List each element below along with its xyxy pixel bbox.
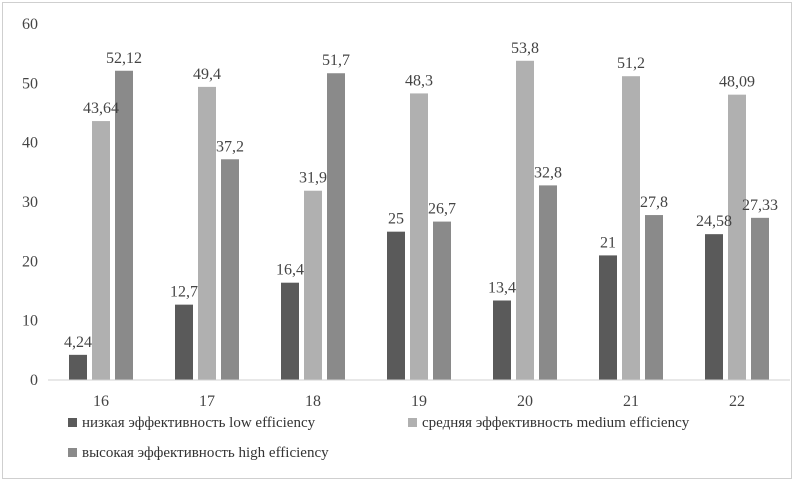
y-axis-ticks: 0 10 20 30 40 50 60 (22, 16, 38, 389)
bar (539, 185, 557, 380)
bar (622, 76, 640, 381)
x-tick-label: 16 (93, 393, 109, 410)
x-tick-label: 22 (729, 393, 745, 410)
data-label: 52,12 (106, 50, 142, 67)
bar (599, 255, 617, 380)
data-label: 49,4 (193, 66, 221, 83)
data-label: 31,9 (299, 170, 327, 187)
x-tick-label: 19 (411, 393, 427, 410)
legend: низкая эффективность low efficiency средн… (68, 415, 690, 461)
bar (198, 86, 216, 380)
bar (705, 234, 723, 380)
bar (387, 231, 405, 380)
data-label: 48,09 (719, 74, 755, 91)
data-label: 25 (388, 211, 404, 228)
x-axis-ticks: 16 17 18 19 20 21 22 (93, 393, 745, 410)
data-label: 26,7 (428, 201, 456, 218)
bar (69, 354, 87, 380)
y-tick-label: 40 (22, 135, 38, 152)
bar (304, 190, 322, 380)
legend-label: средняя эффективность medium efficiency (422, 415, 690, 431)
bar (493, 300, 511, 380)
data-label: 48,3 (405, 72, 433, 89)
bar (728, 94, 746, 380)
data-labels: 4,24 43,64 52,12 12,7 49,4 37,2 16,4 31,9 51,7 25… (64, 40, 778, 351)
data-label: 43,64 (83, 100, 119, 117)
data-label: 24,58 (696, 213, 732, 230)
bar (327, 73, 345, 380)
x-tick-label: 18 (305, 393, 321, 410)
data-label: 37,2 (216, 138, 244, 155)
data-label: 21 (600, 234, 616, 251)
bar (516, 60, 534, 380)
y-tick-label: 10 (22, 313, 38, 330)
bar (175, 304, 193, 380)
y-tick-label: 60 (22, 16, 38, 33)
bar (221, 159, 239, 380)
bar (433, 221, 451, 380)
data-label: 51,2 (617, 55, 645, 72)
y-tick-label: 20 (22, 253, 38, 270)
y-tick-label: 30 (22, 194, 38, 211)
bar (92, 121, 110, 380)
legend-swatch (68, 418, 77, 427)
x-tick-label: 20 (517, 393, 533, 410)
data-label: 13,4 (488, 279, 516, 296)
y-tick-label: 0 (30, 372, 38, 389)
bar (281, 282, 299, 380)
bar (645, 215, 663, 380)
y-tick-label: 50 (22, 75, 38, 92)
x-tick-label: 21 (623, 393, 639, 410)
bar (410, 93, 428, 381)
legend-swatch (408, 418, 417, 427)
data-label: 53,8 (511, 40, 539, 57)
data-label: 16,4 (276, 262, 304, 279)
data-label: 27,8 (640, 194, 668, 211)
data-label: 4,24 (64, 334, 92, 351)
data-label: 12,7 (170, 284, 198, 301)
data-label: 32,8 (534, 164, 562, 181)
legend-swatch (68, 448, 77, 457)
legend-label: низкая эффективность low efficiency (82, 415, 316, 431)
data-label: 27,33 (742, 197, 778, 214)
bar (115, 70, 133, 380)
x-tick-label: 17 (199, 393, 215, 410)
legend-label: высокая эффективность high efficiency (82, 445, 329, 461)
bar (751, 217, 769, 380)
bars (69, 60, 769, 381)
data-label: 51,7 (322, 52, 350, 69)
